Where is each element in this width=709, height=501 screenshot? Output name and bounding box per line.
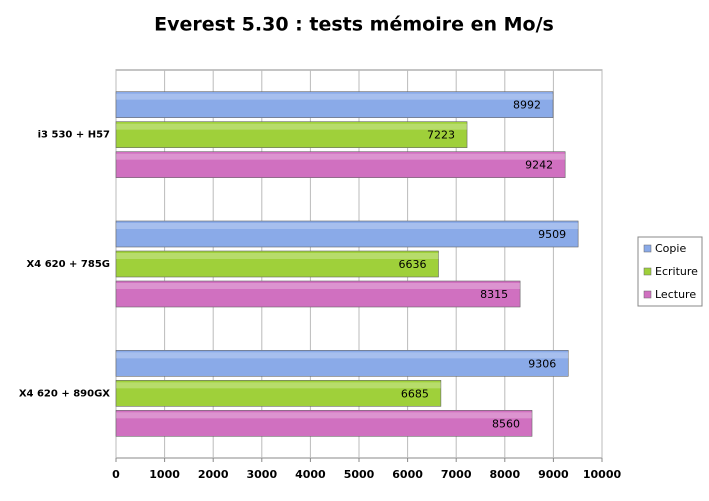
bar-shine <box>116 123 468 130</box>
bar <box>115 121 468 148</box>
legend-swatch <box>643 290 652 299</box>
bar-shine <box>116 412 533 419</box>
data-label: 8560 <box>492 417 520 430</box>
y-tick-label: i3 530 + H57 <box>38 130 110 141</box>
data-label: 6636 <box>399 258 427 271</box>
legend-swatch <box>643 267 652 276</box>
x-tick-label: 4000 <box>295 468 326 481</box>
bar <box>115 380 442 407</box>
bar <box>115 250 439 278</box>
bar <box>115 91 554 118</box>
data-label: 9242 <box>525 159 553 172</box>
data-label: 9509 <box>538 228 566 241</box>
bar-shine <box>116 382 441 389</box>
bar <box>115 151 566 178</box>
legend-label: Lecture <box>655 288 696 301</box>
bar-shine <box>116 253 439 259</box>
bar <box>115 220 579 248</box>
data-label: 7223 <box>427 129 455 142</box>
legend-label: Copie <box>655 242 686 255</box>
bar-shine <box>116 223 579 229</box>
x-tick-label: 6000 <box>392 468 423 481</box>
bar <box>115 410 533 437</box>
data-label: 8315 <box>480 288 508 301</box>
bar-shine <box>116 283 521 289</box>
bar-shine <box>116 352 569 359</box>
data-label: 8992 <box>513 99 541 112</box>
x-tick-label: 0 <box>112 468 120 481</box>
x-tick-label: 8000 <box>489 468 520 481</box>
x-tick-label: 5000 <box>344 468 375 481</box>
chart-title: Everest 5.30 : tests mémoire en Mo/s <box>154 14 554 36</box>
x-tick-label: 1000 <box>149 468 180 481</box>
y-tick-label: X4 620 + 890GX <box>19 388 110 399</box>
bar-shine <box>116 93 554 100</box>
x-tick-label: 3000 <box>246 468 277 481</box>
x-tick-label: 10000 <box>583 468 622 481</box>
y-tick-label: X4 620 + 785G <box>27 259 110 270</box>
bar <box>115 350 569 377</box>
data-label: 9306 <box>528 357 556 370</box>
bar <box>115 280 521 308</box>
x-tick-label: 9000 <box>538 468 569 481</box>
x-tick-label: 2000 <box>198 468 229 481</box>
legend-label: Ecriture <box>655 265 698 278</box>
data-label: 6685 <box>401 387 429 400</box>
x-tick-label: 7000 <box>441 468 472 481</box>
legend-swatch <box>643 244 652 253</box>
bar-shine <box>116 153 566 160</box>
